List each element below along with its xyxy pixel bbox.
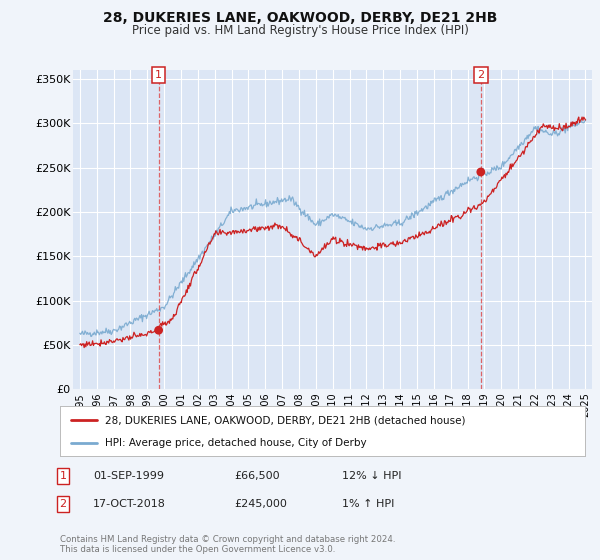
Text: 17-OCT-2018: 17-OCT-2018 (93, 499, 166, 509)
Text: 1: 1 (59, 471, 67, 481)
Text: 12% ↓ HPI: 12% ↓ HPI (342, 471, 401, 481)
Text: £245,000: £245,000 (234, 499, 287, 509)
Text: Price paid vs. HM Land Registry's House Price Index (HPI): Price paid vs. HM Land Registry's House … (131, 24, 469, 36)
Text: 01-SEP-1999: 01-SEP-1999 (93, 471, 164, 481)
Text: HPI: Average price, detached house, City of Derby: HPI: Average price, detached house, City… (104, 438, 366, 449)
Text: 28, DUKERIES LANE, OAKWOOD, DERBY, DE21 2HB: 28, DUKERIES LANE, OAKWOOD, DERBY, DE21 … (103, 11, 497, 25)
Text: 2: 2 (477, 70, 484, 80)
Text: £66,500: £66,500 (234, 471, 280, 481)
Text: 1: 1 (155, 70, 162, 80)
Text: Contains HM Land Registry data © Crown copyright and database right 2024.
This d: Contains HM Land Registry data © Crown c… (60, 535, 395, 554)
Text: 1% ↑ HPI: 1% ↑ HPI (342, 499, 394, 509)
Point (154, 326, 163, 335)
Text: 2: 2 (59, 499, 67, 509)
Point (476, 167, 485, 176)
Text: 28, DUKERIES LANE, OAKWOOD, DERBY, DE21 2HB (detached house): 28, DUKERIES LANE, OAKWOOD, DERBY, DE21 … (104, 415, 465, 425)
